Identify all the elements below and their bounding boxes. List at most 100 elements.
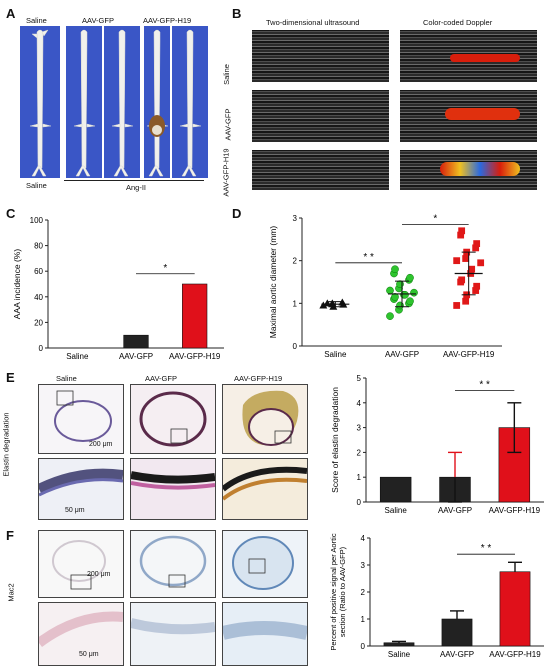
- chart-mac2-positive: 0 1 2 3 4 Saline AAV-GFP AAV-GFP-H19 * * Percent …: [329, 533, 544, 659]
- e-ylabel: Score of elastin degradation: [330, 387, 340, 493]
- f-ytick-label-4: 4: [361, 534, 366, 543]
- panel-letter-e: E: [6, 370, 15, 385]
- e-ytick-label-2: 2: [357, 448, 362, 457]
- e-sig-label: * *: [479, 379, 490, 390]
- mac2-h19-low: [222, 530, 308, 598]
- c-bar-1: [123, 334, 149, 349]
- chart-max-aortic-diameter: 0 1 2 3 Saline AAV-GFP AAV-GFP-H19 * * * Maximal …: [268, 213, 502, 359]
- panel-e-row-label: Elastin degradation: [1, 412, 11, 477]
- e-ytick-label-4: 4: [357, 399, 362, 408]
- elastin-saline-high: 50 μm: [36, 458, 124, 520]
- panel-b-col-title-2d: Two-dimensional ultrasound: [266, 18, 360, 27]
- f-xlabel-0: Saline: [388, 650, 411, 659]
- chart-elastin-score: 0 1 2 3 4 5 Saline AAV-GFP AAV-GFP-H19 * * Score o…: [330, 374, 544, 515]
- scale-bar-200-f: 200 μm: [87, 571, 111, 578]
- d-sig-label-1: * *: [363, 252, 374, 263]
- scale-bar-50-e: 50 μm: [65, 507, 85, 514]
- c-ytick-label-1: 20: [34, 318, 43, 327]
- c-ytick-label-2: 40: [34, 293, 43, 302]
- d-xlabel-1: AAV-GFP: [385, 350, 419, 359]
- c-ytick-label-4: 80: [34, 242, 43, 251]
- scale-bar-50-f: 50 μm: [79, 651, 99, 658]
- d-point-2-14: [473, 240, 481, 247]
- c-xlabel-2: AAV-GFP-H19: [169, 352, 221, 361]
- panel-e-col-aav-gfp-h19: AAV-GFP-H19: [234, 374, 283, 383]
- doppler-h19: [400, 150, 537, 190]
- d-point-1-10: [386, 286, 394, 295]
- e-xlabel-1: AAV-GFP: [438, 506, 472, 515]
- mac2-gfp-high: [129, 602, 216, 666]
- doppler-saline: [400, 30, 537, 82]
- panel-a-label-aav-gfp-h19: AAV-GFP-H19: [143, 16, 192, 25]
- f-bar-0: [383, 642, 415, 647]
- d-point-2-11: [462, 255, 470, 262]
- f-ytick-label-0: 0: [361, 642, 366, 651]
- aorta-photos: [20, 26, 208, 178]
- f-xlabel-1: AAV-GFP: [440, 650, 474, 659]
- elastin-gfp-low: [130, 384, 216, 454]
- f-ylabel: Percent of positive signal per Aorticsec…: [329, 533, 347, 650]
- mac2-saline-low: 200 μm: [38, 530, 124, 598]
- panel-letter-f: F: [6, 528, 14, 543]
- c-ytick-label-3: 60: [34, 267, 43, 276]
- c-xlabel-0: Saline: [66, 352, 89, 361]
- c-ytick-label-5: 100: [30, 216, 44, 225]
- panel-a-label-aav-gfp: AAV-GFP: [82, 16, 114, 25]
- elastin-gfp-high: [130, 458, 216, 520]
- d-point-1-8: [401, 290, 409, 299]
- d-point-1-2: [396, 301, 404, 310]
- d-ytick-label-2: 2: [293, 257, 298, 266]
- c-sig-label: *: [163, 263, 167, 274]
- d-point-1-9: [410, 288, 418, 297]
- d-point-2-9: [477, 259, 485, 267]
- f-xlabel-2: AAV-GFP-H19: [489, 650, 541, 659]
- d-point-1-4: [406, 297, 414, 306]
- panel-a-bottom-ang-ii: Ang-II: [126, 183, 147, 192]
- ultrasound-2d-saline: [252, 30, 389, 82]
- panel-a-label-saline: Saline: [26, 16, 47, 25]
- d-point-2-3: [472, 287, 480, 294]
- f-sig-label: * *: [481, 543, 492, 554]
- panel-letter-a: A: [6, 6, 16, 21]
- panel-b-row-label-aav-gfp: AAV-GFP: [223, 108, 233, 141]
- panel-letter-b: B: [232, 6, 242, 21]
- panel-e-col-saline: Saline: [56, 374, 77, 383]
- d-xlabel-2: AAV-GFP-H19: [443, 350, 495, 359]
- d-point-1-16: [391, 265, 399, 274]
- f-ytick-label-2: 2: [361, 588, 366, 597]
- mac2-saline-high: 50 μm: [36, 602, 124, 666]
- ang-ii-bracket: [64, 180, 204, 181]
- d-point-2-10: [453, 257, 461, 265]
- c-ytick-label-0: 0: [39, 344, 44, 353]
- d-point-0-5: [323, 299, 332, 307]
- c-xlabel-1: AAV-GFP: [119, 352, 153, 361]
- elastin-h19-low: [222, 384, 308, 454]
- panel-b-row-label-saline: Saline: [221, 64, 231, 85]
- mac2-h19-high: [221, 602, 309, 666]
- d-point-1-6: [391, 293, 399, 301]
- elastin-saline-low: 200 μm: [38, 384, 124, 454]
- f-ytick-label-1: 1: [361, 615, 366, 624]
- ultrasound-2d-gfp: [252, 90, 389, 142]
- d-point-2-6: [458, 276, 466, 284]
- d-xlabel-0: Saline: [324, 350, 347, 359]
- d-point-2-1: [462, 297, 470, 305]
- f-bar-2: [499, 571, 531, 647]
- panel-letter-c: C: [6, 206, 16, 221]
- e-xlabel-2: AAV-GFP-H19: [489, 506, 541, 515]
- e-bar-0: [379, 476, 412, 503]
- panel-f-row-label: Mac2: [6, 583, 16, 602]
- e-xlabel-0: Saline: [385, 506, 408, 515]
- mac2-gfp-low: [130, 530, 216, 598]
- elastin-h19-high: [221, 458, 308, 520]
- d-ytick-label-3: 3: [293, 214, 298, 223]
- panel-a-bottom-saline: Saline: [26, 181, 47, 190]
- d-point-2-0: [453, 302, 461, 309]
- e-ytick-label-5: 5: [357, 374, 362, 383]
- d-sig-label-2: *: [433, 213, 437, 224]
- d-ytick-label-1: 1: [293, 299, 298, 308]
- c-ylabel: AAA incidence (%): [12, 249, 22, 320]
- panel-b-row-label-h19: AAV-GFP-H19: [221, 148, 231, 197]
- d-point-1-14: [406, 273, 414, 282]
- panel-b-col-title-doppler: Color-coded Doppler: [423, 18, 493, 27]
